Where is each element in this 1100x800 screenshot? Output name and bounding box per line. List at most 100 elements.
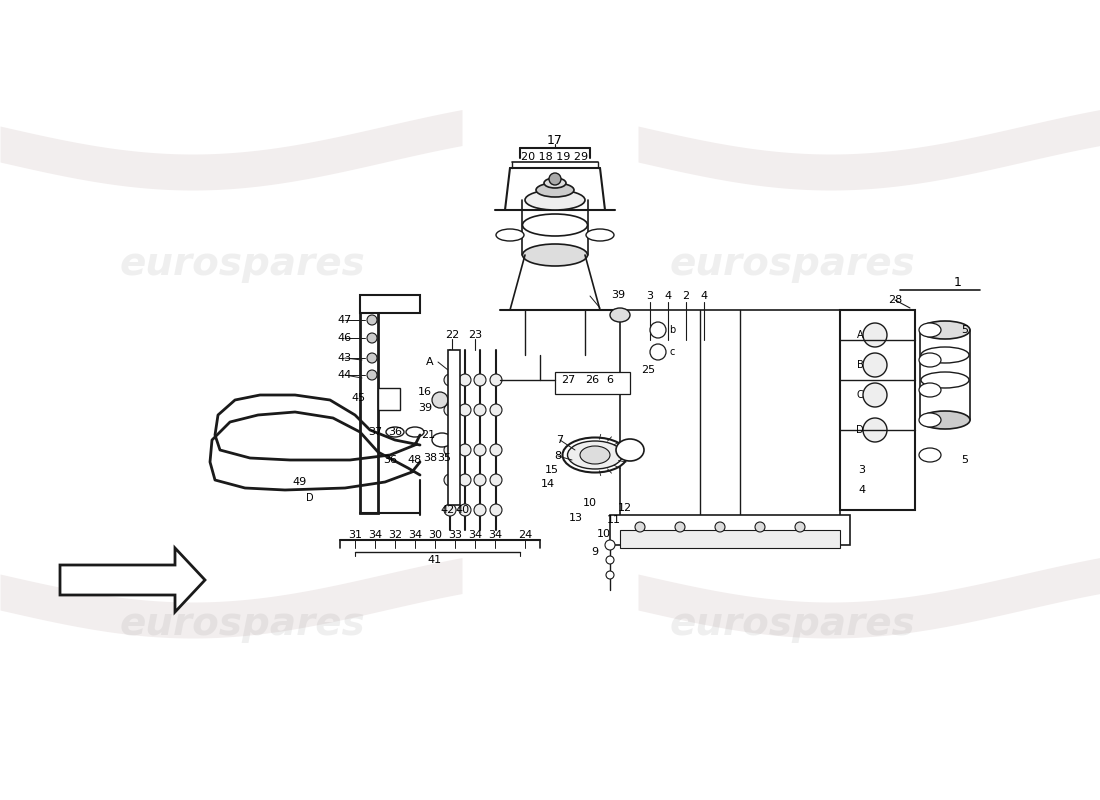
Circle shape xyxy=(444,504,456,516)
Circle shape xyxy=(474,404,486,416)
Text: eurospares: eurospares xyxy=(119,245,365,283)
Text: 37: 37 xyxy=(367,427,382,437)
Ellipse shape xyxy=(921,347,969,363)
Circle shape xyxy=(490,374,502,386)
Text: 6: 6 xyxy=(606,375,614,385)
Bar xyxy=(360,295,420,313)
Text: 48: 48 xyxy=(408,455,422,465)
Text: 44: 44 xyxy=(338,370,352,380)
Circle shape xyxy=(474,474,486,486)
Circle shape xyxy=(444,404,456,416)
Circle shape xyxy=(650,322,666,338)
Circle shape xyxy=(606,556,614,564)
Text: 26: 26 xyxy=(585,375,600,385)
Ellipse shape xyxy=(920,411,970,429)
Ellipse shape xyxy=(918,323,940,337)
Ellipse shape xyxy=(586,229,614,241)
Text: 34: 34 xyxy=(408,530,422,540)
Ellipse shape xyxy=(432,433,452,447)
Text: 36: 36 xyxy=(383,455,397,465)
Circle shape xyxy=(367,353,377,363)
Circle shape xyxy=(549,173,561,185)
Ellipse shape xyxy=(921,372,969,388)
Ellipse shape xyxy=(496,229,524,241)
Text: 41: 41 xyxy=(428,555,442,565)
Text: 33: 33 xyxy=(448,530,462,540)
Text: 14: 14 xyxy=(541,479,556,489)
Circle shape xyxy=(864,353,887,377)
Text: D: D xyxy=(856,425,864,435)
Text: 5: 5 xyxy=(961,325,968,335)
Circle shape xyxy=(795,522,805,532)
Text: 40: 40 xyxy=(455,505,469,515)
Text: 43: 43 xyxy=(338,353,352,363)
Text: 39: 39 xyxy=(418,403,432,413)
Circle shape xyxy=(367,315,377,325)
Text: 2: 2 xyxy=(682,291,690,301)
Circle shape xyxy=(606,571,614,579)
Circle shape xyxy=(864,383,887,407)
Ellipse shape xyxy=(920,321,970,339)
Bar xyxy=(840,310,915,510)
Ellipse shape xyxy=(918,448,940,462)
Text: 5: 5 xyxy=(961,455,968,465)
Circle shape xyxy=(490,504,502,516)
Text: 36: 36 xyxy=(388,427,401,437)
Text: eurospares: eurospares xyxy=(669,605,915,643)
Bar xyxy=(378,388,400,410)
Text: 3: 3 xyxy=(647,291,653,301)
Bar xyxy=(620,530,840,548)
Text: 30: 30 xyxy=(428,530,442,540)
Text: A: A xyxy=(426,357,433,367)
Circle shape xyxy=(474,374,486,386)
Text: 49: 49 xyxy=(293,477,307,487)
Bar xyxy=(556,372,630,394)
Ellipse shape xyxy=(536,183,574,197)
Text: D: D xyxy=(306,493,313,503)
Text: 45: 45 xyxy=(351,393,365,403)
Text: 21: 21 xyxy=(421,430,436,440)
Text: 35: 35 xyxy=(437,453,451,463)
Text: 10: 10 xyxy=(597,529,611,539)
Circle shape xyxy=(864,323,887,347)
Text: 34: 34 xyxy=(488,530,502,540)
Text: 32: 32 xyxy=(388,530,403,540)
Circle shape xyxy=(635,522,645,532)
Circle shape xyxy=(459,444,471,456)
Text: 7: 7 xyxy=(557,435,563,445)
Circle shape xyxy=(490,404,502,416)
Ellipse shape xyxy=(918,413,940,427)
Text: eurospares: eurospares xyxy=(669,245,915,283)
Text: 4: 4 xyxy=(701,291,707,301)
Text: 20 18 19 29: 20 18 19 29 xyxy=(521,152,588,162)
Ellipse shape xyxy=(568,441,623,469)
Text: B: B xyxy=(857,360,864,370)
Ellipse shape xyxy=(386,427,404,437)
Ellipse shape xyxy=(580,446,611,464)
Circle shape xyxy=(432,392,448,408)
Circle shape xyxy=(444,444,456,456)
Circle shape xyxy=(490,474,502,486)
Circle shape xyxy=(459,404,471,416)
Text: 38: 38 xyxy=(422,453,437,463)
Text: 39: 39 xyxy=(610,290,625,300)
Circle shape xyxy=(459,474,471,486)
Text: 28: 28 xyxy=(888,295,902,305)
Ellipse shape xyxy=(522,214,587,236)
Ellipse shape xyxy=(918,353,940,367)
Ellipse shape xyxy=(562,438,627,473)
Circle shape xyxy=(444,374,456,386)
Text: 27: 27 xyxy=(561,375,575,385)
Circle shape xyxy=(459,504,471,516)
Ellipse shape xyxy=(616,439,644,461)
Text: C: C xyxy=(857,390,864,400)
Circle shape xyxy=(367,333,377,343)
Circle shape xyxy=(864,418,887,442)
Text: c: c xyxy=(669,347,674,357)
Ellipse shape xyxy=(525,190,585,210)
Circle shape xyxy=(490,444,502,456)
Text: 8: 8 xyxy=(554,451,562,461)
Circle shape xyxy=(367,370,377,380)
Text: 1: 1 xyxy=(954,275,961,289)
Circle shape xyxy=(650,344,666,360)
